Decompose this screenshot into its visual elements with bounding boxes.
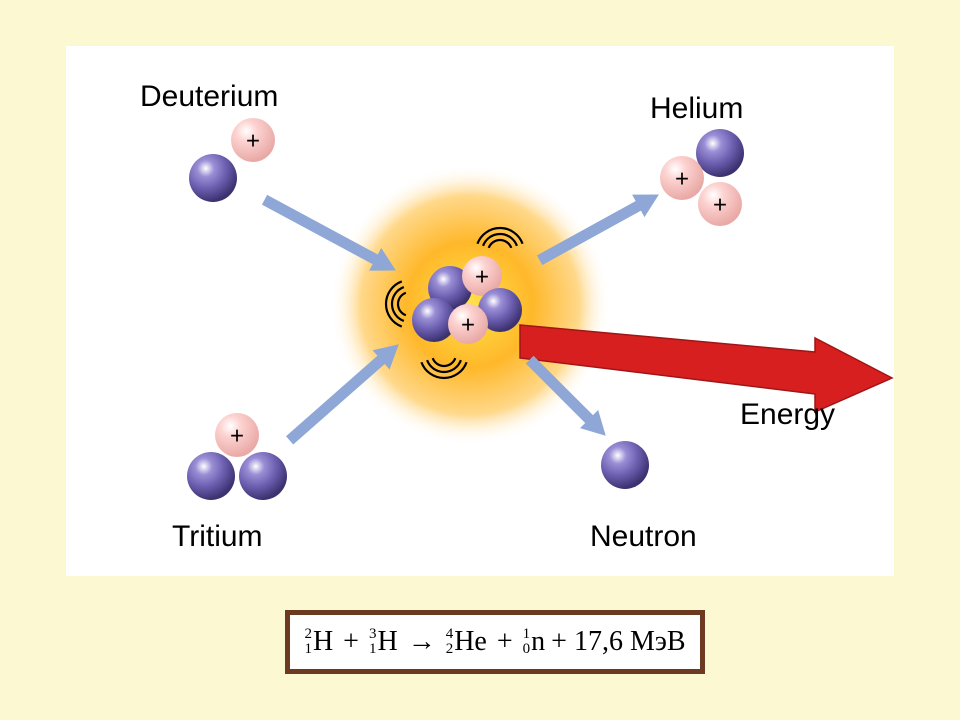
- label-tritium: Tritium: [172, 520, 263, 554]
- svg-text:+: +: [461, 311, 475, 338]
- fusion-diagram-stage: ++++++ Deuterium Helium Tritium Neutron …: [0, 0, 960, 720]
- equation-box: 21H+31H→42He+10n + 17,6 МэВ: [285, 610, 705, 674]
- svg-text:+: +: [713, 191, 727, 218]
- label-deuterium: Deuterium: [140, 80, 278, 114]
- label-neutron: Neutron: [590, 520, 697, 554]
- svg-text:+: +: [230, 422, 244, 449]
- svg-text:+: +: [675, 165, 689, 192]
- equation: 21H+31H→42He+10n + 17,6 МэВ: [304, 626, 685, 658]
- svg-text:+: +: [246, 127, 260, 154]
- label-helium: Helium: [650, 92, 743, 126]
- label-energy: Energy: [740, 398, 835, 432]
- svg-text:+: +: [475, 263, 489, 290]
